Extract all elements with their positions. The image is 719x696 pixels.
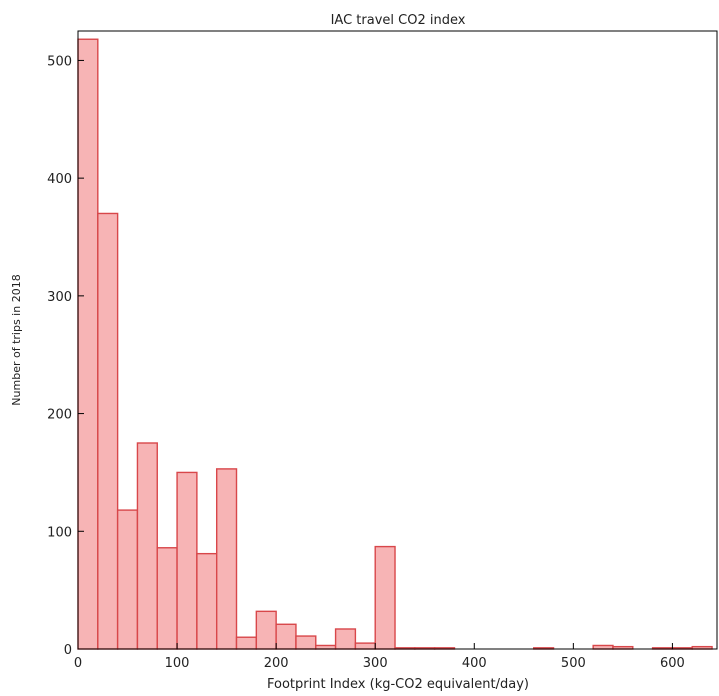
histogram-bar bbox=[77, 38, 99, 650]
y-tick-label: 500 bbox=[47, 54, 72, 69]
plot-frame bbox=[77, 30, 718, 650]
histogram-bar bbox=[215, 468, 238, 650]
histogram-bar bbox=[354, 642, 376, 650]
histogram-bar bbox=[295, 635, 317, 650]
histogram-bar bbox=[255, 610, 277, 650]
histogram-bar bbox=[97, 212, 119, 650]
y-tick-label: 300 bbox=[47, 290, 72, 305]
y-tick-label: 0 bbox=[64, 643, 72, 658]
y-tick-label: 400 bbox=[47, 172, 72, 187]
x-tick-label: 600 bbox=[660, 656, 685, 671]
y-tick-label: 200 bbox=[47, 408, 72, 423]
x-tick-label: 200 bbox=[264, 656, 289, 671]
x-tick-label: 0 bbox=[74, 656, 82, 671]
x-tick-label: 500 bbox=[561, 656, 586, 671]
x-tick-label: 100 bbox=[165, 656, 190, 671]
histogram-bar bbox=[116, 509, 139, 650]
x-tick-label: 400 bbox=[462, 656, 487, 671]
histogram-bar bbox=[374, 545, 396, 650]
x-tick-label: 300 bbox=[363, 656, 388, 671]
histogram-bars bbox=[77, 38, 713, 650]
histogram-bar bbox=[176, 471, 198, 650]
x-axis-label: Footprint Index (kg-CO2 equivalent/day) bbox=[267, 677, 529, 692]
histogram-bar bbox=[136, 442, 158, 650]
histogram-bar bbox=[196, 552, 218, 650]
chart-title: IAC travel CO2 index bbox=[331, 13, 466, 28]
y-axis-label: Number of trips in 2018 bbox=[10, 274, 23, 405]
histogram-bar bbox=[334, 628, 357, 650]
histogram-bar bbox=[235, 636, 258, 650]
x-axis-ticks: 0 100 200 300 400 500 600 bbox=[74, 643, 685, 671]
histogram-bar bbox=[315, 644, 337, 650]
histogram-bar bbox=[592, 644, 614, 650]
histogram-bar bbox=[156, 547, 178, 650]
histogram-bar bbox=[275, 623, 297, 650]
y-tick-label: 100 bbox=[47, 525, 72, 540]
y-axis-ticks: 0 100 200 300 400 500 bbox=[47, 54, 84, 658]
